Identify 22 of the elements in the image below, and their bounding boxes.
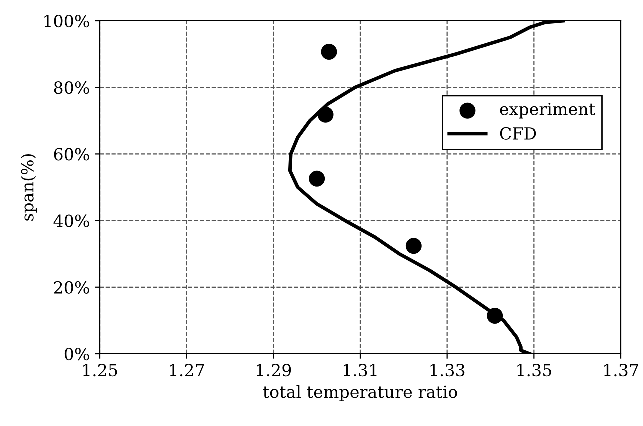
x-tick-label: 1.29 <box>257 364 292 377</box>
x-tick-label: 1.35 <box>518 364 552 377</box>
legend-label: experiment <box>500 103 596 119</box>
y-tick-label: 0% <box>64 348 90 361</box>
y-tick-label: 60% <box>54 148 90 161</box>
x-tick-label: 1.27 <box>170 364 204 377</box>
point <box>321 44 338 60</box>
x-axis-title: total temperature ratio <box>263 385 458 402</box>
point <box>406 238 422 254</box>
point <box>487 308 504 324</box>
y-tick-label: 20% <box>54 281 90 294</box>
y-tick-label: 100% <box>44 14 90 28</box>
y-tick-label: 80% <box>54 82 90 94</box>
x-tick-label: 1.31 <box>344 364 377 377</box>
point <box>309 170 326 187</box>
y-tick-label: 40% <box>54 214 90 228</box>
x-tick-label: 1.33 <box>430 364 465 377</box>
legend-label: CFD <box>500 127 536 140</box>
y-axis-title: span(%) <box>20 154 38 221</box>
x-tick-label: 1.37 <box>604 364 638 377</box>
x-tick-label: 1.25 <box>83 364 118 377</box>
point <box>318 106 334 123</box>
